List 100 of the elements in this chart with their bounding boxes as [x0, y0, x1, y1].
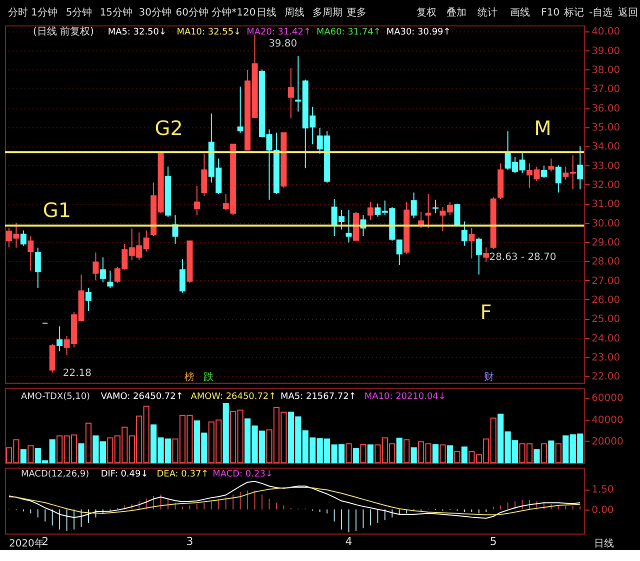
- candlestick: [92, 252, 99, 281]
- y-tick-label: 0.00: [592, 504, 614, 516]
- candlestick: [367, 202, 374, 220]
- annotation: VAMO: 26450.72↑: [100, 392, 184, 402]
- text: -自选: [589, 6, 613, 18]
- text: 60分钟: [176, 6, 208, 18]
- candlestick: [540, 165, 547, 178]
- y-tick-label: 23.00: [592, 352, 620, 364]
- chart-title: MACD(12,26,9): [20, 470, 90, 480]
- bar: [78, 443, 84, 464]
- y-tick-label: 40.00: [592, 26, 620, 38]
- candlestick: [410, 192, 417, 219]
- bar: [440, 444, 446, 464]
- y-tick-label: 25.00: [592, 314, 620, 326]
- text: 日线: [594, 538, 614, 550]
- candlestick: [237, 86, 244, 134]
- annotation: MA60: 31.74↑: [316, 27, 381, 38]
- x-tick-label: 5: [490, 535, 497, 548]
- candlestick: [20, 230, 26, 246]
- chart-title: AMO-TDX(5,10): [20, 392, 90, 402]
- annotation: MA10: 32.55↓: [176, 27, 242, 38]
- bar: [396, 438, 402, 464]
- y-tick-label: 29.00: [592, 237, 620, 248]
- bar: [410, 447, 417, 464]
- y-tick-label: 22.00: [592, 372, 620, 383]
- candlestick: [201, 153, 208, 196]
- text: 1分钟: [30, 6, 58, 18]
- candlestick: [468, 227, 475, 259]
- bar: [367, 444, 374, 464]
- bar: [346, 443, 352, 464]
- bar: [540, 443, 547, 464]
- annotation: 39.80: [268, 38, 298, 50]
- annotation: F: [480, 300, 492, 324]
- text: 周线: [284, 6, 305, 18]
- y-tick-label: 32.00: [592, 180, 620, 191]
- candlestick: [86, 287, 92, 312]
- annotation: 22.18: [62, 368, 92, 379]
- annotation: MACD: 0.23↓: [212, 470, 273, 480]
- bar: [360, 444, 366, 464]
- x-tick-label: 4: [345, 535, 352, 548]
- bar: [548, 440, 554, 464]
- candlestick: [461, 220, 468, 246]
- bar: [28, 445, 34, 464]
- text: 5分钟: [66, 6, 92, 18]
- annotation: 财: [484, 370, 494, 383]
- annotation: 榜: [184, 370, 195, 383]
- line-series: [8, 480, 581, 519]
- text: 分时: [8, 6, 28, 18]
- y-tick-label: 60000: [592, 393, 624, 404]
- y-tick-label: 39.00: [592, 46, 620, 57]
- bar: [555, 443, 562, 464]
- candlestick: [288, 68, 294, 119]
- y-tick-label: 27.00: [592, 276, 620, 287]
- text: 统计: [477, 6, 498, 18]
- y-tick-label: 34.00: [592, 142, 620, 153]
- chart-title: (日线 前复权): [32, 25, 94, 38]
- y-tick-label: 1.50: [592, 484, 614, 496]
- text: 画线: [510, 6, 530, 18]
- annotation: DIF: 0.49↓: [100, 470, 148, 480]
- annotation: G1: [42, 198, 72, 222]
- annotation: 28.63 - 28.70: [489, 252, 556, 264]
- candlestick: [548, 158, 554, 172]
- bar: [352, 448, 360, 464]
- text: 15分钟: [100, 6, 133, 18]
- candlestick: [179, 258, 186, 294]
- candlestick: [100, 256, 106, 283]
- y-tick-label: 20000: [592, 436, 624, 448]
- text: 分钟*120: [212, 6, 256, 18]
- candlestick: [483, 246, 490, 262]
- y-tick-label: 35.00: [592, 122, 620, 134]
- text: 30分钟: [138, 6, 172, 18]
- annotation: MA5: 21567.72↑: [280, 392, 356, 402]
- bar: [432, 444, 439, 464]
- annotation: DEA: 0.37↑: [156, 470, 209, 480]
- candlestick: [555, 164, 562, 194]
- y-tick-label: 36.00: [592, 103, 620, 114]
- candlestick: [56, 326, 63, 352]
- annotation: M: [534, 116, 552, 140]
- bar: [404, 439, 410, 464]
- candlestick: [28, 236, 34, 272]
- bar: [461, 446, 468, 464]
- x-tick-label: 3: [186, 535, 194, 548]
- annotation: MA20: 31.42↑: [246, 27, 311, 38]
- candlestick: [346, 210, 352, 244]
- bar: [222, 403, 229, 464]
- candlestick: [577, 146, 584, 190]
- text: 标记: [563, 6, 584, 18]
- y-tick-label: 40000: [592, 414, 624, 426]
- annotation: MA10: 20210.04↓: [364, 392, 446, 402]
- candlestick: [107, 270, 114, 288]
- text: F10: [541, 7, 560, 18]
- text: 叠加: [446, 6, 466, 18]
- y-tick-label: 33.00: [592, 160, 620, 172]
- y-tick-label: 30.00: [592, 218, 620, 230]
- annotation: AMOW: 26450.72↑: [190, 392, 276, 402]
- bar: [534, 449, 540, 464]
- y-tick-label: 24.00: [592, 333, 620, 344]
- y-tick-label: 37.00: [592, 84, 620, 96]
- candlestick: [476, 237, 482, 276]
- candlestick: [425, 194, 432, 228]
